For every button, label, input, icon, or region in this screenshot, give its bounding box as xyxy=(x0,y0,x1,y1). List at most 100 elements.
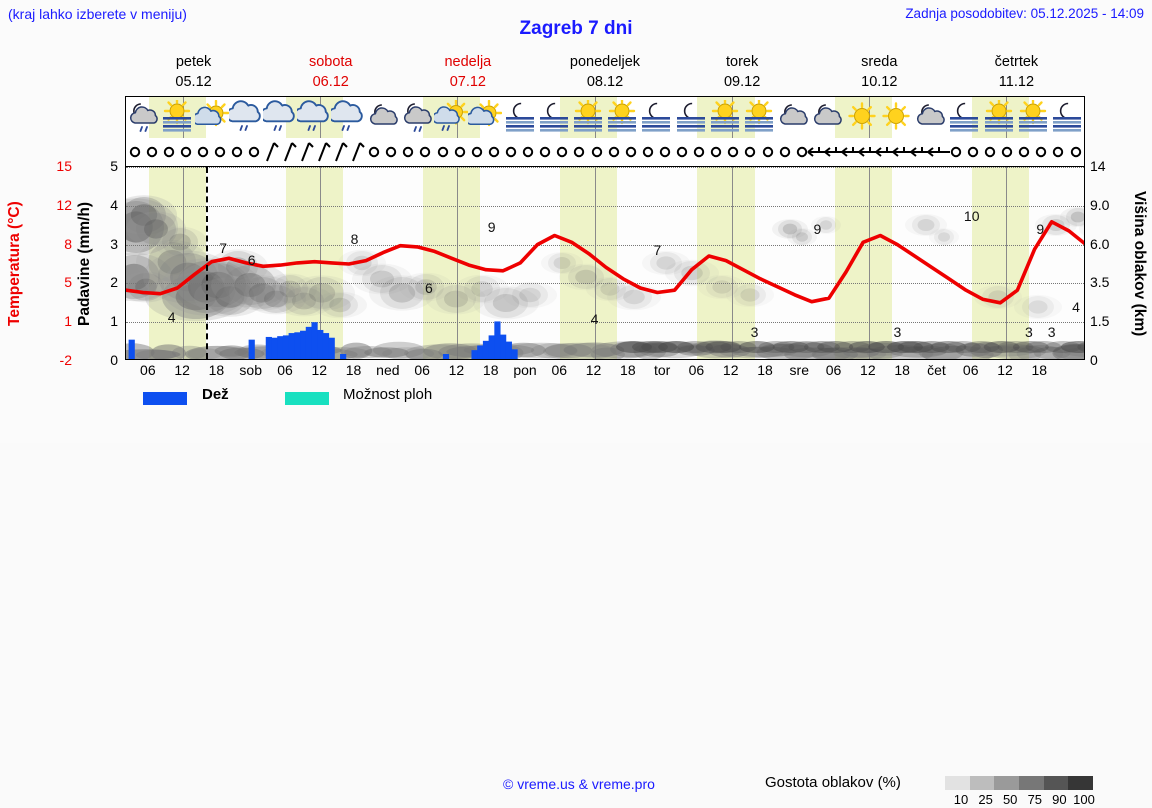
cloud-height-tick: 14 xyxy=(1090,158,1106,174)
hour-tick-labels: 06 12 18 sob 06 12 18 ned 06 12 18 pon 06 12 18 tor 06 12… xyxy=(125,362,1085,380)
temperature-value-label: 9 xyxy=(487,219,496,236)
copyright-link[interactable]: © vreme.us & vreme.pro xyxy=(503,776,655,792)
temperature-tick: 15 xyxy=(56,158,72,174)
hour-tick-label: 12 xyxy=(997,362,1013,378)
plot-day-separator xyxy=(1006,167,1007,359)
weather-icon-moon-fog xyxy=(1050,97,1084,138)
weather-icon-sun-fog xyxy=(742,97,776,138)
precipitation-tick: 0 xyxy=(110,352,118,368)
weather-icon-sun-cloud xyxy=(194,97,229,138)
day-date: 10.12 xyxy=(861,74,898,90)
cloud-density-step-label: 50 xyxy=(1002,792,1018,807)
wind-barb-band xyxy=(125,138,1085,166)
temperature-value-label: 4 xyxy=(167,308,176,325)
plot-daylight-band xyxy=(971,167,1029,359)
temperature-value-label: 9 xyxy=(1036,221,1045,238)
wind-barb-calm xyxy=(981,138,998,166)
temperature-tick: 8 xyxy=(64,235,72,252)
plot-daylight-band xyxy=(560,167,618,359)
cloud-height-tick: 9.0 xyxy=(1090,196,1110,213)
day-date: 11.12 xyxy=(998,74,1035,90)
temperature-tick: 12 xyxy=(56,196,72,213)
temperature-axis-ticks: 15 12 8 5 1 -2 xyxy=(38,158,72,368)
day-name: sobota xyxy=(308,54,353,70)
hour-tick-label: 06 xyxy=(688,362,705,378)
temperature-value-label: 6 xyxy=(247,251,256,268)
day-header-5: torek 09.12 xyxy=(674,52,811,94)
hour-tick-label: 18 xyxy=(757,362,773,378)
day-header-2: sobota 06.12 xyxy=(262,52,399,94)
weather-icon-cloud-drizzle xyxy=(228,97,263,138)
plot-day-separator xyxy=(183,167,185,359)
wind-barb-calm xyxy=(793,138,810,166)
cloud-density-step xyxy=(1043,776,1069,790)
wind-barb-calm xyxy=(691,138,708,166)
plot-day-separator xyxy=(457,167,459,359)
temperature-curve xyxy=(126,220,1084,305)
wind-barb-barb xyxy=(314,138,331,166)
hour-tick-label: 18 xyxy=(345,362,362,378)
day-header-6: sreda 10.12 xyxy=(811,52,948,94)
cloud-height-tick: 3.5 xyxy=(1090,274,1110,291)
weather-icon-sun-fog xyxy=(981,97,1015,138)
precipitation-tick: 2 xyxy=(110,274,118,291)
showers-legend-label: Možnost ploh xyxy=(343,386,433,403)
page-title: Zagreb 7 dni xyxy=(519,18,633,39)
wind-barb-calm xyxy=(366,138,383,166)
wind-barb-calm xyxy=(999,138,1016,166)
hour-tick-label: 06 xyxy=(140,362,156,378)
hour-tick-label: tor xyxy=(653,362,671,378)
temperature-tick: 1 xyxy=(64,313,72,330)
day-date: 05.12 xyxy=(175,74,212,90)
wind-barb-barb xyxy=(280,138,297,166)
weather-icon-moon-fog xyxy=(639,97,673,138)
meteogram-plot: 4 7 6 8 6 9 4 7 3 9 3 10 3 9 3 4 xyxy=(125,166,1085,360)
cloud-density-step-label: 75 xyxy=(1027,792,1043,807)
wind-barb-calm xyxy=(468,138,485,166)
wind-barb-calm xyxy=(126,138,143,166)
plot-daylight-band xyxy=(697,167,755,359)
day-header-strip: petek 05.12 sobota 06.12 nedelja 07.12 ponedel… xyxy=(125,52,1085,94)
wind-barb-calm xyxy=(656,138,673,166)
wind-barb-barb xyxy=(348,138,365,166)
weather-icon-row xyxy=(126,97,1084,138)
hour-tick-label: 06 xyxy=(962,362,979,378)
hour-tick-label: 06 xyxy=(414,362,430,378)
hour-tick-label: ned xyxy=(376,362,400,378)
day-date: 07.12 xyxy=(449,74,486,90)
weather-icon-sun-fog xyxy=(708,97,742,138)
wind-barb-calm xyxy=(417,138,434,166)
day-header-4: ponedeljek 08.12 xyxy=(536,52,673,94)
wind-barb-calm xyxy=(177,138,194,166)
day-header-7: četrtek 11.12 xyxy=(948,52,1085,94)
cloud-height-tick: 1.5 xyxy=(1090,313,1110,330)
legend: Dež Možnost ploh © vreme.us & vreme.pro … xyxy=(0,386,1152,807)
cloud-density-step xyxy=(969,776,995,790)
weather-icon-sun-fog xyxy=(1016,97,1050,138)
weather-icon-cloud-drizzle xyxy=(262,97,297,138)
wind-barb-calm xyxy=(742,138,759,166)
wind-barb-calm xyxy=(485,138,502,166)
wind-barb-calm xyxy=(776,138,793,166)
cloud-density-step-label: 10 xyxy=(953,792,969,807)
hour-tick-label: čet xyxy=(927,362,946,378)
day-header-1: petek 05.12 xyxy=(125,52,262,94)
day-date: 06.12 xyxy=(312,74,349,90)
weather-icon-sun-fog xyxy=(160,97,194,138)
wind-barb-calm xyxy=(622,138,639,166)
weather-icon-moon-fog xyxy=(947,97,981,138)
wind-barb-calm xyxy=(1067,138,1084,166)
plot-day-separator xyxy=(868,167,870,359)
wind-barb-calm xyxy=(759,138,776,166)
hour-tick-label: 18 xyxy=(894,362,910,378)
hour-tick-label: 12 xyxy=(311,362,328,378)
hour-tick-label: 18 xyxy=(1031,362,1048,378)
day-name: nedelja xyxy=(444,54,492,70)
wind-barb-calm xyxy=(143,138,160,166)
temperature-axis-title: Temperatura (°C) xyxy=(6,201,23,327)
wind-barb-calm xyxy=(588,138,605,166)
hour-tick-label: 18 xyxy=(620,362,636,378)
temperature-tick: -2 xyxy=(59,352,72,368)
wind-barb-calm xyxy=(194,138,211,166)
day-name: petek xyxy=(175,54,212,70)
